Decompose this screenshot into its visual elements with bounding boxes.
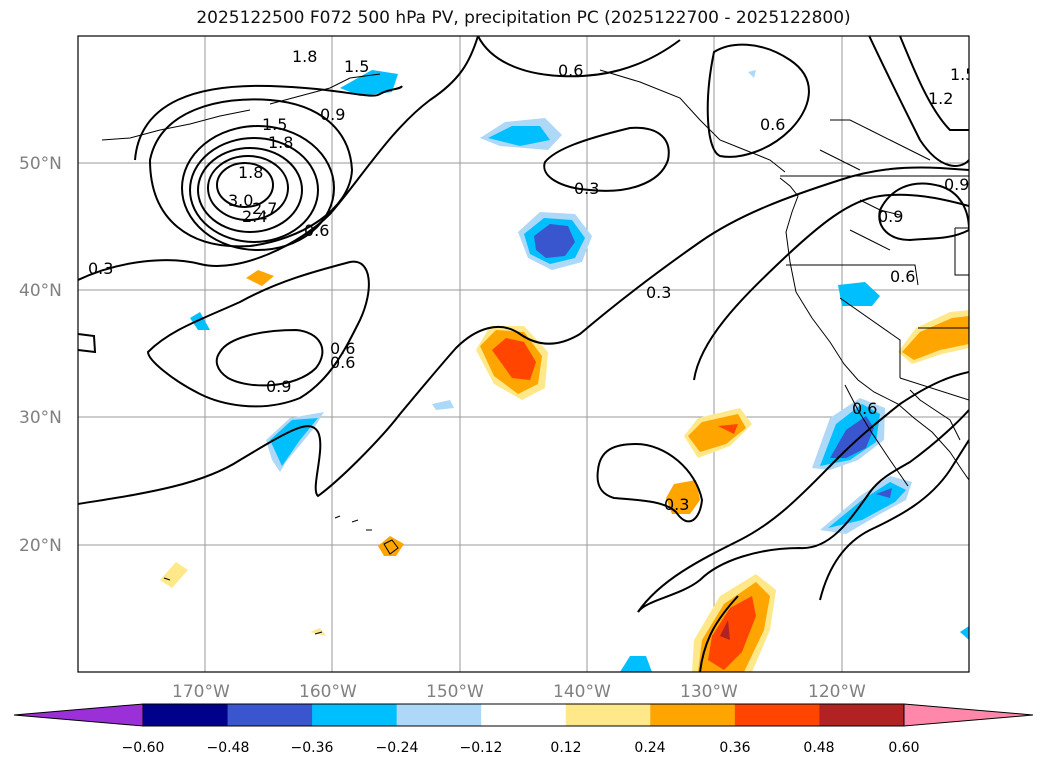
contour-label: 1.8 bbox=[238, 163, 263, 182]
contour-label: 1.8 bbox=[268, 133, 293, 152]
lon-label: 170°W bbox=[172, 682, 230, 702]
contour-label: 0.3 bbox=[664, 495, 689, 514]
colorbar-tick: 0.60 bbox=[888, 740, 919, 756]
lat-label: 50°N bbox=[19, 154, 62, 174]
contour-label: 0.6 bbox=[304, 221, 329, 240]
contour-label: 0.9 bbox=[320, 105, 345, 124]
latitude-labels: 50°N 40°N 30°N 20°N bbox=[19, 154, 62, 556]
colorbar-tick: 0.36 bbox=[719, 740, 750, 756]
lon-label: 160°W bbox=[299, 682, 357, 702]
lat-label: 20°N bbox=[19, 536, 62, 556]
colorbar-tick: 0.12 bbox=[550, 740, 581, 756]
lon-label: 130°W bbox=[680, 682, 738, 702]
contour-label: 0.9 bbox=[266, 377, 291, 396]
contour-label: 0.6 bbox=[760, 115, 785, 134]
contour-label-group: 1.8 1.5 1.8 0.9 0.6 1.5 1.8 3.0 2.7 2.4 … bbox=[88, 47, 975, 514]
contour-label: 1.5 bbox=[344, 57, 369, 76]
colorbar-segment bbox=[481, 704, 567, 726]
contour-label: 2.4 bbox=[242, 207, 267, 226]
contour-label: 3.0 bbox=[228, 191, 253, 210]
precip-shading bbox=[160, 70, 969, 672]
colorbar-segment bbox=[227, 704, 313, 726]
colorbar-segment bbox=[565, 704, 651, 726]
lat-label: 30°N bbox=[19, 408, 62, 428]
colorbar-tick: 0.48 bbox=[803, 740, 834, 756]
colorbar-tick: 0.24 bbox=[634, 740, 665, 756]
contour-label: 0.3 bbox=[88, 259, 113, 278]
colorbar-tick: −0.36 bbox=[291, 740, 334, 756]
lon-label: 150°W bbox=[426, 682, 484, 702]
colorbar-ticks: −0.60 −0.48 −0.36 −0.24 −0.12 0.12 0.24 … bbox=[122, 740, 920, 756]
contour-label: 0.3 bbox=[646, 283, 671, 302]
colorbar-segment bbox=[819, 704, 905, 726]
coastlines bbox=[101, 69, 969, 635]
contour-label: 0.6 bbox=[330, 353, 355, 372]
colorbar-segment bbox=[396, 704, 482, 726]
colorbar-extend-max bbox=[903, 703, 1034, 727]
pv-contours bbox=[78, 36, 969, 672]
map-frame bbox=[77, 35, 970, 673]
contour-label: 0.6 bbox=[558, 61, 583, 80]
lat-label: 40°N bbox=[19, 281, 62, 301]
contour-label: 1.5 bbox=[262, 115, 287, 134]
colorbar bbox=[13, 703, 1034, 727]
colorbar-tick: −0.24 bbox=[376, 740, 419, 756]
lon-label: 120°W bbox=[808, 682, 866, 702]
colorbar-tick: −0.12 bbox=[460, 740, 503, 756]
colorbar-segment bbox=[312, 704, 398, 726]
colorbar-tick: −0.60 bbox=[122, 740, 165, 756]
contour-label: 2.7 bbox=[252, 199, 277, 218]
colorbar-segment bbox=[143, 704, 229, 726]
contour-label: 0.6 bbox=[330, 339, 355, 358]
graticule bbox=[78, 36, 969, 672]
colorbar-extend-min bbox=[13, 703, 144, 727]
contour-label: 0.9 bbox=[878, 207, 903, 226]
contour-label: 0.3 bbox=[574, 179, 599, 198]
map-title: 2025122500 F072 500 hPa PV, precipitatio… bbox=[196, 8, 851, 28]
longitude-labels: 170°W 160°W 150°W 140°W 130°W 120°W bbox=[172, 682, 866, 702]
colorbar-segment bbox=[650, 704, 736, 726]
contour-label: 0.6 bbox=[890, 267, 915, 286]
contour-label: 0.9 bbox=[944, 175, 969, 194]
contour-label: 1.2 bbox=[928, 89, 953, 108]
contour-label: 1.5 bbox=[950, 65, 975, 84]
colorbar-outline bbox=[142, 703, 905, 727]
contour-label: 1.8 bbox=[292, 47, 317, 66]
colorbar-tick: −0.48 bbox=[207, 740, 250, 756]
colorbar-segment bbox=[734, 704, 820, 726]
contour-label: 0.6 bbox=[852, 399, 877, 418]
lon-label: 140°W bbox=[553, 682, 611, 702]
